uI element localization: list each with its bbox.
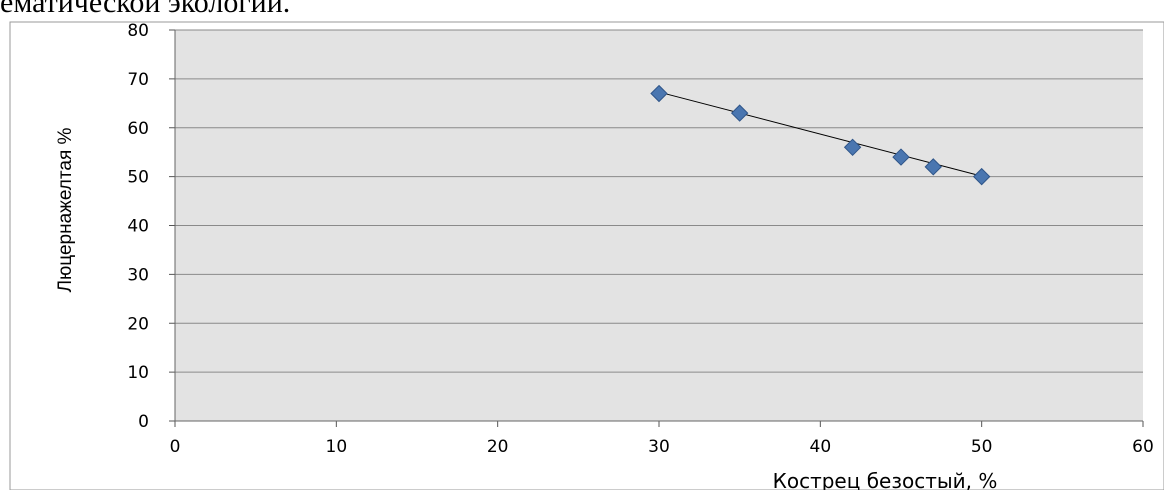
y-tick-label: 0 bbox=[138, 412, 149, 432]
x-tick-label: 0 bbox=[170, 437, 181, 457]
y-axis-label: Люцернажелтая % bbox=[55, 127, 76, 292]
y-tick-labels: 0 10 20 30 40 50 60 70 80 bbox=[127, 21, 149, 432]
x-tick-labels: 0 10 20 30 40 50 60 bbox=[170, 437, 1154, 457]
x-tick-label: 60 bbox=[1132, 437, 1154, 457]
x-tick-label: 10 bbox=[326, 437, 348, 457]
data-points bbox=[650, 84, 991, 186]
y-tick-label: 80 bbox=[127, 21, 149, 41]
y-tick-label: 50 bbox=[127, 168, 149, 188]
trendline-line bbox=[658, 91, 982, 177]
x-tick-label: 50 bbox=[971, 437, 993, 457]
y-tick-label: 20 bbox=[127, 314, 149, 334]
data-point bbox=[730, 104, 749, 122]
y-tick-label: 60 bbox=[127, 119, 149, 139]
y-tick-label: 30 bbox=[127, 265, 149, 285]
x-axis-label: Кострец безостый, % bbox=[773, 469, 998, 490]
axes bbox=[174, 30, 1143, 422]
trendline bbox=[658, 91, 982, 177]
data-point bbox=[650, 84, 668, 103]
x-tick-label: 40 bbox=[810, 437, 832, 457]
page-top-text: ематической экологии. bbox=[0, 0, 291, 19]
data-point bbox=[892, 148, 910, 166]
x-tick-label: 30 bbox=[648, 437, 670, 457]
y-tick-label: 70 bbox=[127, 70, 149, 90]
y-tick-label: 40 bbox=[127, 217, 149, 237]
data-point bbox=[924, 158, 942, 176]
y-tick-label: 10 bbox=[127, 363, 149, 383]
data-point bbox=[843, 138, 862, 157]
data-point bbox=[972, 167, 991, 186]
x-tick-label: 20 bbox=[487, 437, 509, 457]
